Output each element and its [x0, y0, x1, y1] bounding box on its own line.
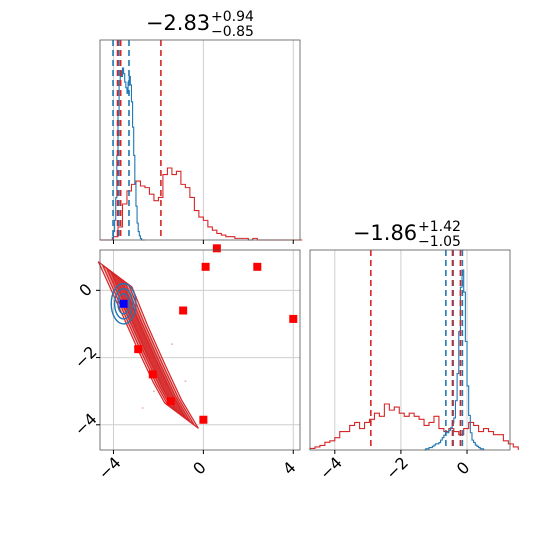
joint-blue-contour-0 [110, 282, 137, 325]
hist1-red-histogram [100, 167, 303, 241]
joint-blue-contour-1 [113, 287, 134, 320]
hist2-title-upper-error: +1.42 [418, 219, 461, 235]
hist2-red-steps [309, 403, 519, 450]
hist1-title-median: −2.83 [146, 11, 210, 35]
joint-frame [99, 249, 301, 451]
joint-sample-11 [141, 406, 144, 409]
hist2-blue-histogram [424, 269, 485, 451]
joint-red-marker-7 [166, 397, 175, 406]
hist2-gridlines [334, 250, 468, 450]
joint-x-ticklabel-1: 0 [189, 458, 210, 479]
hist1-title-upper-error: +0.94 [211, 9, 254, 25]
joint-y-ticklabel-1: −2 [71, 342, 101, 372]
joint-y-ticklabel-0: −4 [71, 409, 101, 439]
hist1-ticks [112, 240, 294, 244]
hist-panel-param1: −2.83 +0.94 −0.85 [99, 9, 303, 244]
hist1-blue-histogram [111, 67, 145, 241]
hist1-title-lower-error: −0.85 [211, 24, 254, 40]
joint-y-ticklabel-2: 0 [75, 280, 96, 301]
hist2-blue-steps [424, 269, 485, 451]
hist2-x-ticklabel-0: −4 [316, 453, 346, 483]
hist2-quantile-lines [370, 250, 464, 450]
joint-red-marker-4 [289, 314, 298, 323]
joint-blue-contour-2 [117, 292, 130, 315]
joint-sample-7 [152, 390, 155, 393]
joint-blue-marker [119, 299, 128, 308]
joint-red-marker-6 [148, 370, 157, 379]
joint-sample-10 [184, 380, 187, 383]
hist1-gridlines [112, 40, 294, 240]
joint-x-ticklabel-2: 4 [279, 458, 300, 479]
hist-panel-param2: −4 −2 0 −1.86 +1.42 −1.05 [309, 219, 519, 483]
hist2-x-ticklabel-1: −2 [382, 453, 412, 483]
hist2-title-lower-error: −1.05 [418, 234, 461, 250]
hist2-red-histogram [309, 403, 519, 450]
hist2-x-ticklabel-2: 0 [453, 458, 474, 479]
hist2-title: −1.86 [353, 221, 417, 245]
joint-red-marker-3 [179, 306, 188, 315]
joint-red-marker-2 [212, 244, 221, 253]
hist2-ticks: −4 −2 0 [316, 450, 474, 483]
joint-sample-8 [170, 343, 173, 346]
joint-red-marker-1 [253, 262, 262, 271]
joint-markers [119, 244, 298, 424]
joint-red-marker-8 [199, 415, 208, 424]
hist2-frame [309, 249, 511, 451]
hist1-quantile-lines [112, 40, 162, 240]
hist1-blue-steps [111, 67, 145, 241]
joint-red-marker-5 [134, 345, 143, 354]
hist1-title: −2.83 [146, 11, 210, 35]
joint-panel: −4 0 4 −4 −2 0 [71, 244, 301, 483]
joint-red-marker-0 [201, 262, 210, 271]
hist2-title-median: −1.86 [353, 221, 417, 245]
hist1-frame [99, 39, 301, 241]
hist1-red-steps [100, 167, 303, 241]
joint-x-ticklabel-0: −4 [95, 453, 125, 483]
